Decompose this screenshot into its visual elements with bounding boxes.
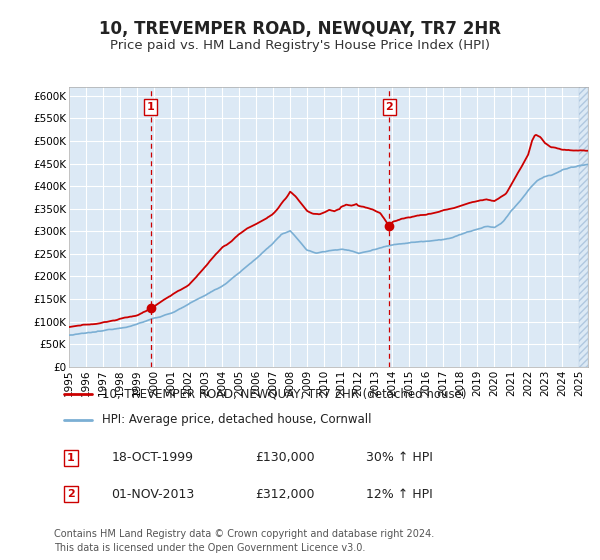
Text: 2: 2	[386, 102, 393, 112]
Text: 1: 1	[147, 102, 155, 112]
Text: £312,000: £312,000	[256, 488, 315, 501]
Text: 2: 2	[67, 489, 74, 499]
Text: 10, TREVEMPER ROAD, NEWQUAY, TR7 2HR: 10, TREVEMPER ROAD, NEWQUAY, TR7 2HR	[99, 20, 501, 38]
Text: HPI: Average price, detached house, Cornwall: HPI: Average price, detached house, Corn…	[102, 413, 371, 427]
Text: £130,000: £130,000	[256, 451, 315, 464]
Bar	[580, 87, 588, 367]
Text: 30% ↑ HPI: 30% ↑ HPI	[366, 451, 433, 464]
Text: This data is licensed under the Open Government Licence v3.0.: This data is licensed under the Open Gov…	[54, 543, 365, 553]
Text: 1: 1	[67, 453, 74, 463]
Text: 01-NOV-2013: 01-NOV-2013	[112, 488, 195, 501]
Text: Contains HM Land Registry data © Crown copyright and database right 2024.: Contains HM Land Registry data © Crown c…	[54, 529, 434, 539]
Text: 18-OCT-1999: 18-OCT-1999	[112, 451, 194, 464]
Text: 12% ↑ HPI: 12% ↑ HPI	[366, 488, 433, 501]
Text: 10, TREVEMPER ROAD, NEWQUAY, TR7 2HR (detached house): 10, TREVEMPER ROAD, NEWQUAY, TR7 2HR (de…	[102, 387, 467, 400]
Text: Price paid vs. HM Land Registry's House Price Index (HPI): Price paid vs. HM Land Registry's House …	[110, 39, 490, 52]
